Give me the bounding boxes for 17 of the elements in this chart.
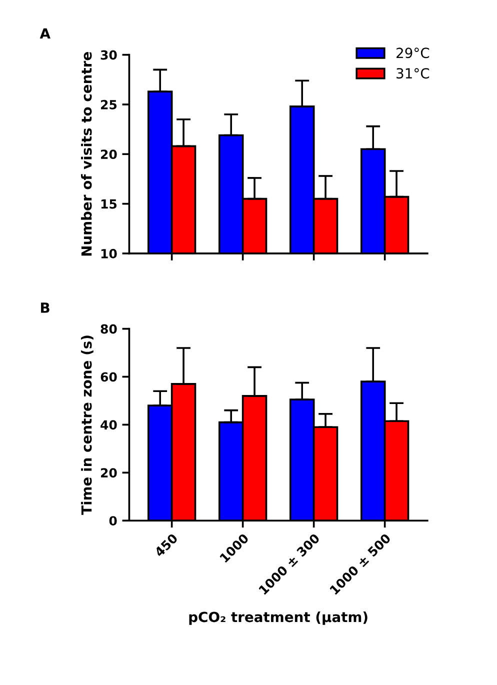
legend-label: 29°C (396, 48, 430, 58)
legend-label: 31°C (396, 68, 430, 79)
x-axis-title: pCO₂ treatment (μatm) (189, 611, 368, 625)
y-axis-title: Time in centre zone (s) (81, 336, 94, 515)
y-tick-label: 20 (101, 150, 117, 160)
y-tick-label: 80 (100, 324, 117, 334)
y-tick-label: 0 (109, 516, 117, 526)
chart-title: B (41, 302, 50, 313)
y-tick-label: 15 (101, 199, 117, 209)
y-tick-label: 60 (100, 372, 117, 382)
chart-title: A (40, 28, 50, 39)
y-tick-label: 30 (100, 50, 117, 60)
y-axis-title: Number of visits to centre (81, 52, 92, 256)
y-tick-label: 40 (100, 420, 117, 430)
y-tick-label: 10 (101, 248, 117, 258)
y-tick-label: 20 (101, 468, 117, 478)
y-tick-label: 25 (101, 100, 117, 110)
